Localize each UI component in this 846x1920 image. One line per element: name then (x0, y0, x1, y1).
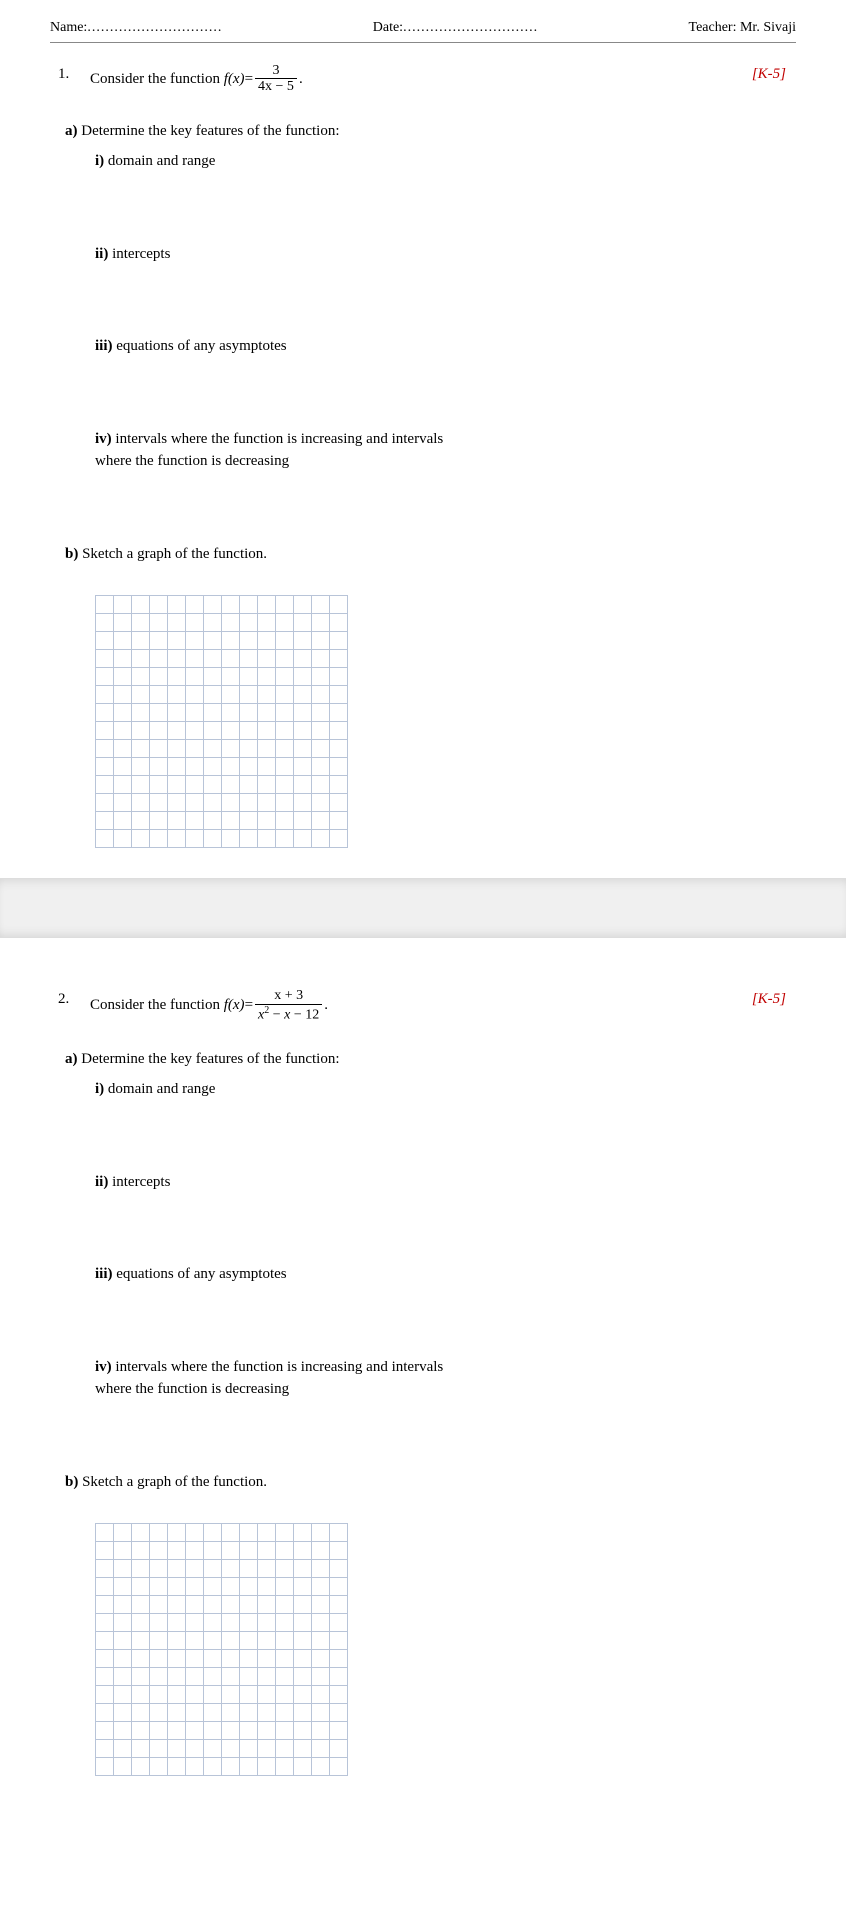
date-label: Date: (373, 20, 403, 35)
q2-a-iii: iii) equations of any asymptotes (95, 1263, 475, 1286)
q1-part-a: a) Determine the key features of the fun… (65, 120, 796, 143)
q1-a-i: i) domain and range (95, 150, 475, 173)
q1-fraction: 3 4x − 5 (255, 63, 297, 95)
q2-equals: = (245, 994, 253, 1017)
q1-a-ii: ii) intercepts (95, 243, 475, 266)
q2-prompt: Consider the function f(x) = x + 3 x2 − … (90, 988, 752, 1022)
q1-number: 1. (50, 63, 90, 86)
q1-part-b: b) Sketch a graph of the function. (65, 543, 796, 566)
q1-fx: f(x) (220, 68, 245, 91)
teacher-field: Teacher: Mr. Sivaji (689, 20, 797, 36)
q1-a-text: Determine the key features of the functi… (78, 123, 340, 139)
q2-b-label: b) (65, 1474, 78, 1490)
q2-grid-wrap (95, 1523, 796, 1776)
name-dots: .............................. (87, 20, 222, 35)
q1-equals: = (245, 68, 253, 91)
q1-a-label: a) (65, 123, 78, 139)
q2-part-b: b) Sketch a graph of the function. (65, 1471, 796, 1494)
header-row: Name:.............................. Date… (50, 20, 796, 42)
q2-a-ii: ii) intercepts (95, 1171, 475, 1194)
q1-prefix: Consider the function (90, 68, 220, 91)
q1-header: 1. Consider the function f(x) = 3 4x − 5… (50, 63, 796, 95)
q2-prompt-text: Consider the function f(x) = x + 3 x2 − … (90, 988, 328, 1022)
q1-period: . (299, 68, 303, 91)
name-field: Name:.............................. (50, 20, 222, 36)
q1-b-text: Sketch a graph of the function. (78, 546, 267, 562)
question-1: 1. Consider the function f(x) = 3 4x − 5… (50, 43, 796, 848)
q2-frac-num: x + 3 (255, 988, 322, 1004)
question-2: 2. Consider the function f(x) = x + 3 x2… (50, 968, 796, 1776)
q2-a-iv: iv) intervals where the function is incr… (95, 1356, 475, 1401)
date-dots: .............................. (403, 20, 538, 35)
q2-grid (95, 1523, 348, 1776)
q1-grid-wrap (95, 595, 796, 848)
page-break (0, 878, 846, 938)
q1-a-iii: iii) equations of any asymptotes (95, 335, 475, 358)
q1-a-iv: iv) intervals where the function is incr… (95, 428, 475, 473)
q1-frac-num: 3 (255, 63, 297, 79)
q1-frac-den: 4x − 5 (255, 79, 297, 94)
q2-a-text: Determine the key features of the functi… (78, 1051, 340, 1067)
q2-number: 2. (50, 988, 90, 1011)
date-field: Date:.............................. (373, 20, 538, 36)
q2-marks: [K-5] (752, 988, 796, 1011)
q2-prefix: Consider the function (90, 994, 220, 1017)
q1-prompt-text: Consider the function f(x) = 3 4x − 5 . (90, 63, 303, 95)
q2-header: 2. Consider the function f(x) = x + 3 x2… (50, 988, 796, 1022)
q2-period: . (324, 994, 328, 1017)
name-label: Name: (50, 20, 87, 35)
q2-fraction: x + 3 x2 − x − 12 (255, 988, 322, 1022)
q1-b-label: b) (65, 546, 78, 562)
worksheet-page: Name:.............................. Date… (0, 0, 846, 1816)
q2-b-text: Sketch a graph of the function. (78, 1474, 267, 1490)
q2-a-i: i) domain and range (95, 1078, 475, 1101)
q2-fx: f(x) (220, 994, 245, 1017)
q1-grid (95, 595, 348, 848)
q1-marks: [K-5] (752, 63, 796, 86)
q2-part-a: a) Determine the key features of the fun… (65, 1048, 796, 1071)
q2-frac-den: x2 − x − 12 (255, 1005, 322, 1023)
q1-prompt: Consider the function f(x) = 3 4x − 5 . (90, 63, 752, 95)
q2-a-label: a) (65, 1051, 78, 1067)
